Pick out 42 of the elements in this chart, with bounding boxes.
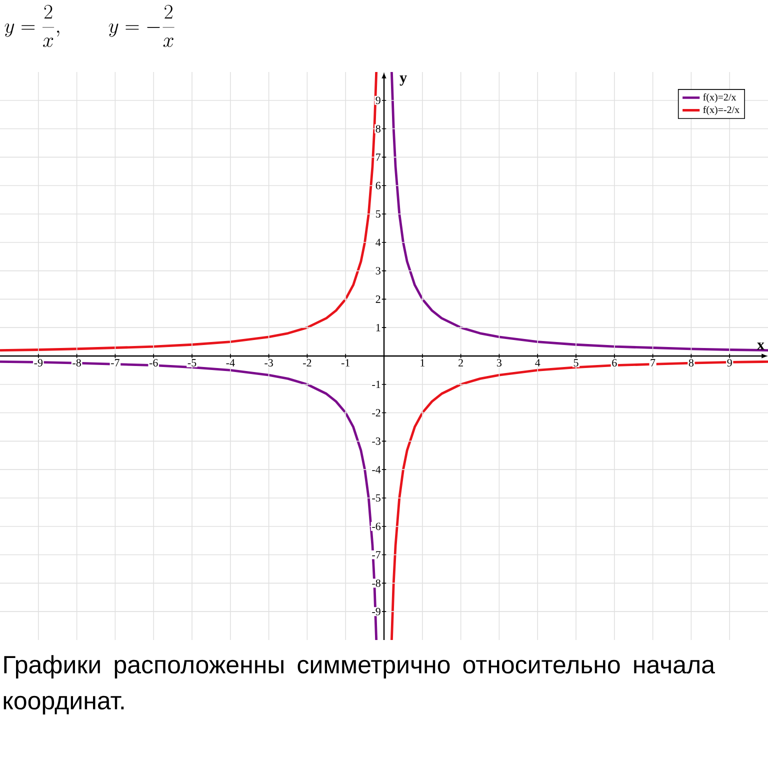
x-tick-label: -4 (226, 359, 235, 366)
y-tick-label: 3 (376, 267, 380, 274)
x-tick-label: 6 (612, 359, 617, 367)
y-tick-label: -3 (372, 437, 380, 445)
text: Графики расположенны симметрично относительно начала координат. (4, 655, 716, 714)
x-tick-label: 8 (688, 359, 694, 367)
x-tick-label: 4 (535, 359, 540, 366)
y-tick-label: -1 (372, 380, 380, 388)
x-axis-title: x (757, 342, 764, 350)
y-tick-label: -8 (372, 579, 380, 587)
y-tick-label: -4 (372, 466, 381, 474)
x-tick-label: -5 (188, 359, 196, 366)
y-tick-label: 7 (376, 154, 381, 161)
x-tick-label: -6 (149, 359, 158, 367)
x-tick-label: -1 (341, 359, 350, 366)
x-tick-label: -2 (303, 359, 312, 366)
y-tick-label: 6 (376, 182, 381, 190)
y-tick-label: 9 (376, 96, 380, 104)
x-tick-label: -8 (72, 359, 81, 367)
x-tick-label: 3 (496, 359, 502, 367)
y-tick-label: 5 (376, 210, 380, 218)
x-tick-label: -7 (111, 359, 120, 366)
y-tick-label: 2 (376, 296, 380, 303)
x-tick-label: 5 (574, 359, 578, 366)
y-tick-label: 8 (376, 125, 380, 132)
x-tick-label: 1 (420, 359, 424, 366)
x-tick-label: -9 (34, 359, 43, 367)
y-tick-label: -6 (372, 522, 381, 530)
x-tick-label: -3 (264, 359, 273, 367)
y-axis-title: y (400, 76, 407, 86)
x-tick-label: 9 (727, 359, 732, 367)
legend-label: f(x)=-2/x (703, 106, 740, 116)
x-tick-label: 7 (650, 359, 656, 366)
legend-label: f(x)=2/x (703, 93, 736, 103)
y-tick-label: -2 (372, 409, 380, 416)
y-tick-label: -7 (372, 551, 381, 558)
y-tick-label: 4 (376, 238, 381, 246)
chart-title: $y=\frac{2}{x},\qquad y=-\frac{2}{x}$ (4, 4, 174, 48)
y-tick-label: -9 (372, 608, 380, 616)
y-tick-label: -5 (372, 494, 380, 502)
y-tick-label: 1 (376, 324, 380, 332)
x-tick-label: 2 (458, 359, 463, 366)
